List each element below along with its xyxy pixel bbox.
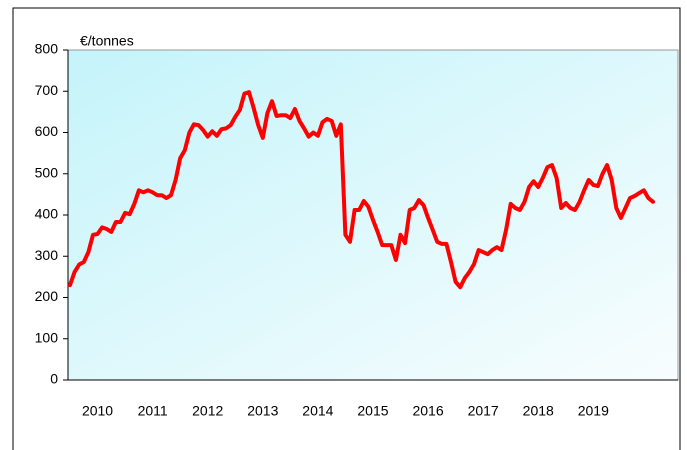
line-series [68,90,655,290]
y-tick-label: 0 [50,371,58,387]
x-tick-label: 2011 [138,403,168,419]
y-tick-label: 500 [35,164,59,180]
x-tick-label: 2013 [247,403,278,419]
x-tick-label: 2019 [578,403,609,419]
y-axis-label: €/tonnes [80,33,134,49]
y-tick-label: 300 [35,247,59,263]
x-tick-label: 2015 [357,403,388,419]
x-tick-label: 2016 [412,403,443,419]
x-tick-label: 2017 [468,403,499,419]
x-tick-label: 2010 [82,403,113,419]
y-tick-label: 700 [35,82,59,98]
y-tick-label: 200 [35,288,59,304]
x-tick-label: 2014 [302,403,333,419]
y-tick-label: 100 [35,329,59,345]
y-tick-label: 400 [35,206,59,222]
x-tick-label: 2018 [523,403,554,419]
y-tick-label: 800 [35,41,59,57]
x-tick-label: 2012 [192,403,223,419]
y-tick-label: 600 [35,123,59,139]
